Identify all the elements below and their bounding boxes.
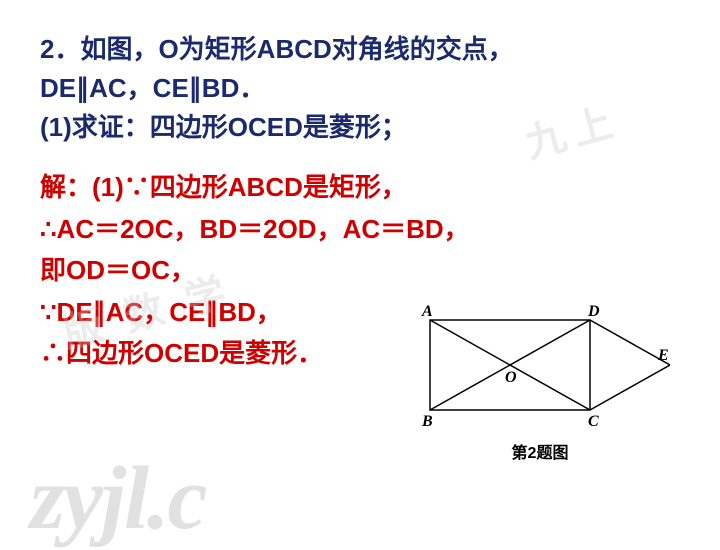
geometry-figure: A D B C O E [410, 300, 670, 430]
problem-line1: 2．如图，O为矩形ABCD对角线的交点， [40, 30, 680, 69]
label-b: B [421, 413, 433, 430]
problem-text: 2．如图，O为矩形ABCD对角线的交点， DE∥AC，CE∥BD． (1)求证：… [40, 30, 680, 147]
problem-line2: DE∥AC，CE∥BD． [40, 69, 680, 108]
label-c: C [588, 413, 599, 430]
figure-caption: 第2题图 [410, 439, 670, 463]
solution-line1: 解：(1)∵四边形ABCD是矩形， [40, 167, 680, 209]
problem-line3: (1)求证：四边形OCED是菱形； [40, 108, 680, 147]
slide-content: 九上 版 数 学 zyjl.c 2．如图，O为矩形ABCD对角线的交点， DE∥… [0, 0, 720, 540]
line-ce [590, 365, 670, 410]
label-d: D [587, 303, 600, 320]
watermark-bottom: zyjl.c [30, 447, 205, 550]
label-o: O [505, 369, 517, 386]
solution-line3: 即OD＝OC， [40, 250, 680, 292]
label-e: E [657, 347, 669, 364]
label-a: A [421, 303, 433, 320]
solution-line2: ∴AC＝2OC，BD＝2OD，AC＝BD， [40, 209, 680, 251]
figure-container: A D B C O E 第2题图 [410, 300, 670, 463]
